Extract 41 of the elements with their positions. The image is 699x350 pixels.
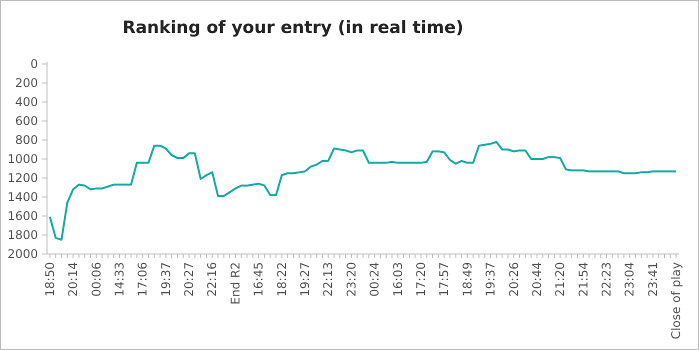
x-tick-label: 18:49	[460, 262, 474, 297]
y-tick-label: 1000	[7, 152, 38, 166]
x-tick-label: 19:27	[298, 262, 312, 297]
y-tick-label: 200	[15, 76, 38, 90]
x-tick-label: 20:26	[506, 262, 521, 297]
line-series	[48, 140, 678, 241]
x-tick-label: 23:04	[622, 262, 637, 297]
chart-title: Ranking of your entry (in real time)	[122, 18, 464, 38]
y-tick-label: 1400	[7, 190, 38, 204]
x-tick-label: 17:06	[136, 262, 150, 297]
x-tick-label: 16:03	[390, 262, 405, 297]
x-tick-label: 23:41	[646, 262, 660, 297]
x-tick-label: 19:37	[158, 262, 173, 297]
y-tick-label: 1800	[7, 228, 38, 242]
y-tick-label: 1600	[7, 209, 38, 224]
x-tick-label: End R2	[228, 262, 242, 305]
y-tick-label: 800	[15, 133, 38, 148]
x-tick-label: 21:20	[553, 262, 568, 297]
x-tick-label: 16:45	[252, 262, 266, 297]
x-tick-label: 18:22	[274, 262, 289, 297]
x-tick-label: 23:20	[344, 262, 358, 297]
x-tick-label: 20:44	[530, 262, 544, 297]
x-tick-label: 00:06	[89, 262, 104, 297]
x-tick-label: 00:24	[368, 262, 382, 297]
y-tick-label: 600	[15, 114, 38, 128]
x-tick-label: 17:20	[414, 262, 428, 297]
x-tick-label: 18:50	[42, 262, 57, 297]
y-tick-label: 2000	[7, 247, 38, 262]
x-tick-label: 21:54	[576, 262, 590, 297]
x-tick-label: 20:27	[182, 262, 196, 297]
x-tick-label: Close of play	[669, 262, 684, 340]
x-tick-label: 14:33	[112, 262, 126, 297]
x-tick-label: 22:23	[600, 262, 614, 297]
x-tick-label: 19:37	[484, 262, 498, 297]
x-tick-label: 22:13	[321, 262, 336, 297]
x-tick-label: 22:16	[205, 262, 220, 297]
y-tick-label: 400	[15, 95, 38, 110]
x-tick-label: 17:57	[437, 262, 452, 297]
y-tick-label: 1200	[7, 171, 38, 186]
y-tick-label: 0	[30, 57, 38, 72]
x-tick-label: 20:14	[66, 262, 80, 297]
